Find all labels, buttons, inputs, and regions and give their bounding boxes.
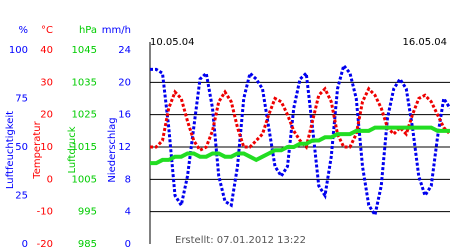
series-line — [150, 62, 450, 219]
y-tick-label: 4 — [125, 207, 131, 218]
y-tick-label: 0 — [47, 174, 53, 185]
x-tick-label: 16.05.04 — [402, 37, 447, 48]
y-tick-label: 1025 — [72, 110, 97, 121]
axis-title: Temperatur — [32, 120, 43, 179]
y-tick-label: 20 — [118, 77, 131, 88]
axis-unit: % — [18, 25, 28, 36]
y-tick-label: 12 — [118, 142, 131, 153]
x-tick-label: 10.05.04 — [150, 37, 195, 48]
axis-unit: hPa — [79, 25, 97, 36]
y-tick-label: 1005 — [72, 174, 97, 185]
axis-title: Niederschlag — [107, 117, 118, 182]
axis-title: Luftfeuchtigkeit — [5, 111, 16, 189]
y-tick-label: 75 — [15, 94, 28, 105]
axis-unit: mm/h — [102, 25, 131, 36]
y-tick-label: 40 — [40, 45, 53, 56]
y-tick-label: 50 — [15, 142, 28, 153]
y-tick-label: 1045 — [72, 45, 97, 56]
y-tick-label: -10 — [37, 207, 53, 218]
axis-title: Luftdruck — [67, 126, 78, 173]
y-tick-label: 1035 — [72, 77, 97, 88]
y-tick-label: 20 — [40, 110, 53, 121]
y-tick-label: 10 — [40, 142, 53, 153]
y-tick-label: 16 — [118, 110, 131, 121]
y-tick-label: 100 — [9, 45, 28, 56]
y-tick-label: -20 — [37, 239, 53, 250]
y-tick-label: 985 — [78, 239, 97, 250]
footer: Erstellt: 07.01.2012 13:22 — [175, 235, 306, 246]
y-tick-label: 24 — [118, 45, 131, 56]
axis-unit: °C — [41, 25, 53, 36]
y-tick-label: 0 — [125, 239, 131, 250]
y-tick-label: 8 — [125, 174, 131, 185]
y-tick-label: 1015 — [72, 142, 97, 153]
series-line — [150, 125, 450, 166]
y-tick-label: 995 — [78, 207, 97, 218]
y-tick-label: 0 — [22, 239, 28, 250]
y-tick-label: 30 — [40, 77, 53, 88]
series-line — [150, 86, 450, 153]
y-tick-label: 25 — [15, 191, 28, 202]
